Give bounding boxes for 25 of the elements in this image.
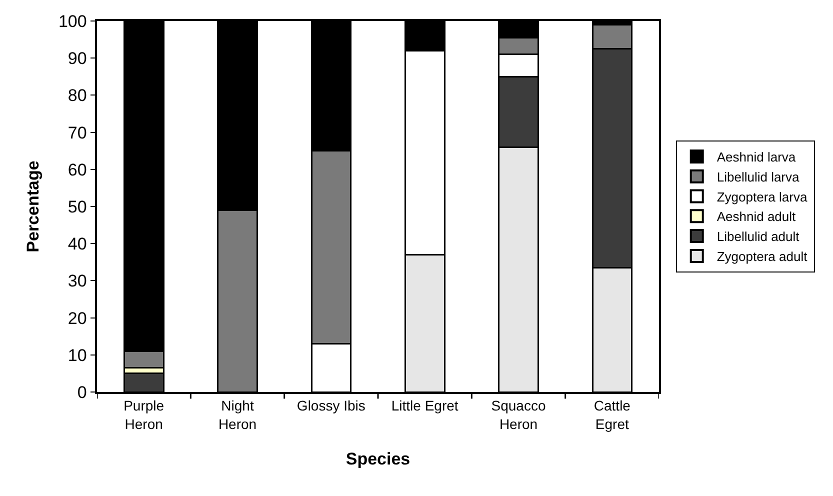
y-tick-label: 90 (68, 49, 87, 68)
y-tick-label: 50 (68, 197, 87, 216)
legend-label: Libellulid adult (716, 229, 800, 244)
y-tick-label: 30 (68, 272, 87, 291)
legend-label: Zygoptera larva (716, 189, 808, 204)
y-tick-label: 60 (68, 160, 87, 180)
y-tick-label: 40 (68, 234, 87, 254)
y-tick-label: 20 (68, 308, 87, 328)
legend-label: Aeshnid adult (716, 209, 796, 224)
x-tick-label: Squacco Heron (491, 398, 546, 432)
legend-label: Zygoptera adult (716, 249, 808, 264)
legend-label: Aeshnid larva (716, 150, 796, 165)
y-tick-label: 10 (68, 346, 87, 365)
x-axis-title: Species (346, 450, 410, 469)
y-tick-label: 0 (77, 382, 87, 402)
x-tick-label: Night Heron (218, 398, 257, 432)
x-tick-label: Purple Heron (124, 398, 164, 432)
legend-label: Libellulid larva (716, 169, 800, 184)
y-tick-label: 80 (68, 86, 87, 106)
x-tick-label: Cattle Egret (594, 398, 631, 432)
x-tick-label: Glossy Ibis (296, 398, 366, 414)
y-axis-title: Percentage (24, 160, 43, 252)
y-tick-label: 70 (68, 123, 87, 142)
y-tick-label: 100 (58, 12, 87, 31)
x-tick-label: Little Egret (391, 398, 458, 414)
